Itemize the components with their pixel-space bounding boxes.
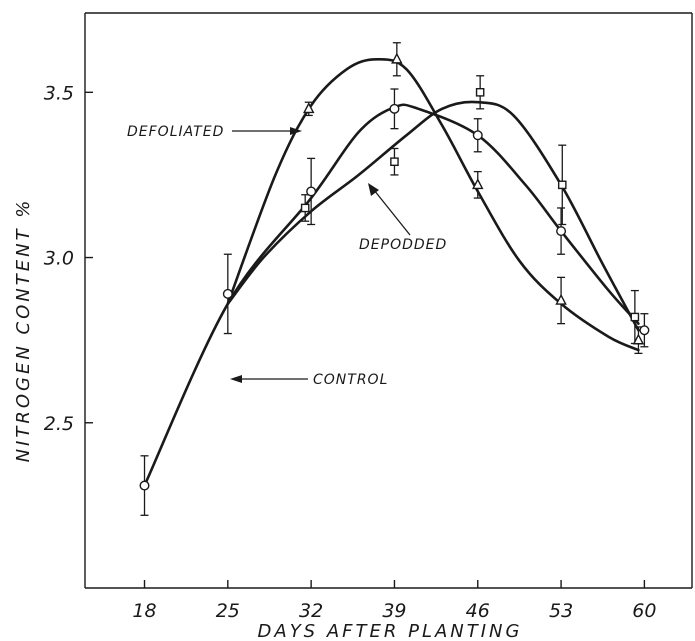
data-point-control: [389, 103, 400, 114]
data-point-defoliated: [555, 293, 567, 305]
x-tick-label: 53: [549, 600, 573, 622]
annotation-defoliated-label: DEFOLIATED: [127, 124, 224, 140]
data-point-defoliated: [472, 178, 484, 190]
data-point-control: [472, 130, 483, 141]
data-point-defoliated: [303, 102, 315, 114]
x-tick-label: 39: [382, 600, 406, 622]
data-point-control: [222, 288, 233, 299]
data-point-defoliated: [391, 52, 403, 64]
annotation-depodded: DEPODDED: [359, 183, 447, 253]
data-point-depodded: [630, 312, 640, 322]
x-ticks: 18 25 32 39 46 53 60: [132, 580, 656, 622]
data-point-depodded: [557, 180, 567, 190]
series-line-control: [143, 103, 640, 487]
x-axis-title: DAYS AFTER PLANTING: [258, 621, 523, 641]
data-point-control: [139, 480, 150, 491]
x-tick-label: 32: [299, 600, 323, 622]
y-ticks: 2.5 3.0 3.5: [44, 82, 93, 435]
data-point-depodded: [300, 203, 310, 213]
y-tick-label: 3.5: [44, 82, 74, 104]
annotation-depodded-label: DEPODDED: [359, 237, 447, 253]
series-line-defoliated: [226, 57, 640, 352]
data-point-defoliated: [632, 333, 645, 345]
annotation-depodded-arrowhead: [368, 183, 379, 196]
annotation-defoliated: DEFOLIATED: [127, 124, 302, 140]
annotation-control-label: CONTROL: [313, 372, 388, 388]
data-point-depodded: [475, 88, 485, 97]
data-point-depodded: [390, 157, 399, 167]
annotation-defoliated-arrowhead: [290, 127, 302, 135]
plot-frame: [84, 12, 693, 589]
x-tick-label: 46: [466, 600, 490, 622]
y-tick-label: 2.5: [44, 413, 74, 435]
x-tick-label: 25: [216, 600, 240, 622]
error-bars: [140, 42, 649, 516]
x-tick-label: 18: [132, 600, 156, 622]
data-point-control: [306, 186, 317, 197]
series-line-depodded: [226, 100, 640, 332]
data-markers: [139, 52, 650, 491]
annotation-control: CONTROL: [230, 372, 388, 388]
data-point-control: [556, 226, 567, 237]
y-axis-title: NITROGEN CONTENT %: [13, 198, 34, 463]
x-tick-label: 60: [632, 600, 656, 622]
y-tick-label: 3.0: [44, 248, 74, 270]
annotation-control-arrowhead: [230, 375, 242, 383]
data-point-control: [639, 325, 650, 336]
annotation-depodded-arrow-line: [373, 189, 411, 236]
